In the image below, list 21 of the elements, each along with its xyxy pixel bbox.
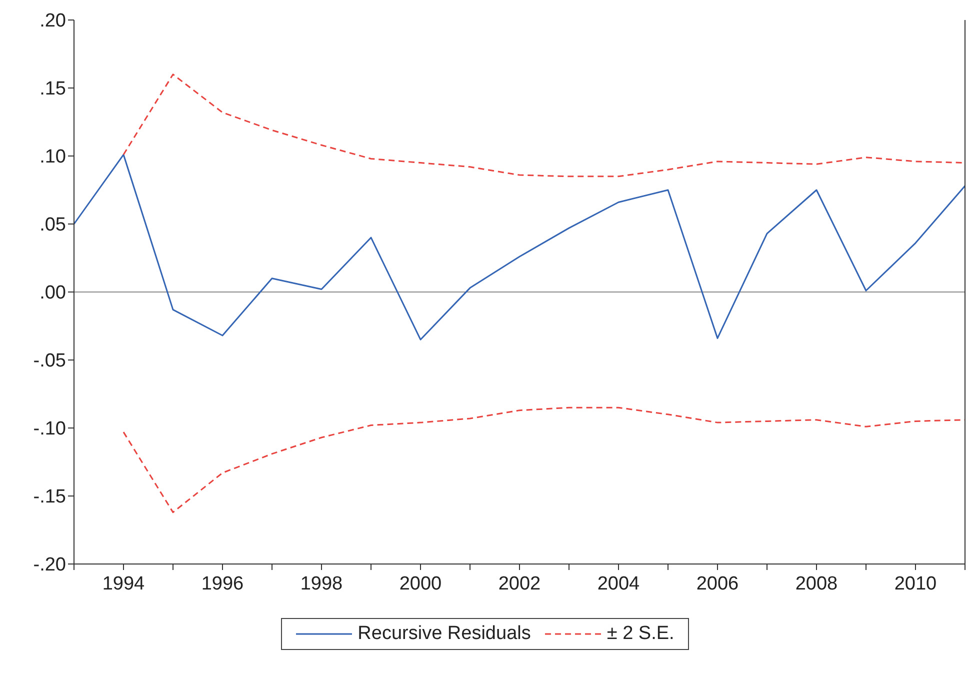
x-tick-label: 1996 bbox=[201, 573, 244, 594]
y-tick-label: -.05 bbox=[33, 350, 66, 372]
legend-label: Recursive Residuals bbox=[358, 623, 531, 645]
x-tick-label: 2000 bbox=[399, 573, 442, 594]
x-tick-label: 2008 bbox=[795, 573, 838, 594]
y-tick-label: -.20 bbox=[33, 554, 66, 576]
x-tick-label: 2006 bbox=[696, 573, 739, 594]
x-tick-label: 1994 bbox=[102, 573, 146, 594]
line-series bbox=[73, 154, 966, 340]
x-tick-label: 2002 bbox=[498, 573, 541, 594]
x-tick-label: 2004 bbox=[597, 573, 640, 594]
x-tick-label: 2010 bbox=[894, 573, 937, 594]
y-tick-label: .10 bbox=[40, 146, 66, 168]
y-tick-label: .15 bbox=[40, 78, 66, 100]
y-tick-label: .20 bbox=[40, 10, 66, 32]
y-tick-label: .05 bbox=[40, 214, 66, 236]
y-tick-label: -.15 bbox=[33, 486, 66, 508]
y-tick-label: .00 bbox=[40, 282, 66, 304]
x-tick-label: 1998 bbox=[300, 573, 343, 594]
y-tick-label: -.10 bbox=[33, 418, 66, 440]
legend-label: ± 2 S.E. bbox=[606, 623, 674, 645]
